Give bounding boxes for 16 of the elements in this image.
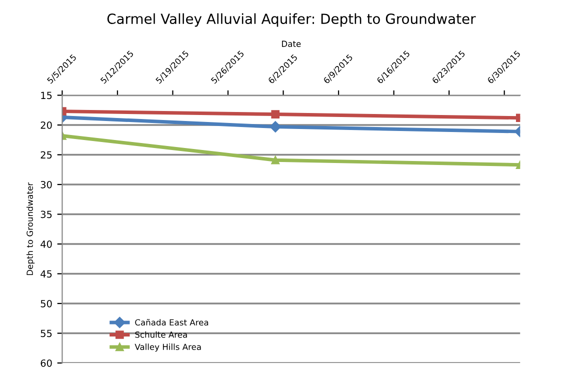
y-tick-label: 40 (40, 240, 52, 248)
y-tick-label: 50 (40, 300, 52, 308)
y-tick-label: 30 (40, 180, 52, 188)
legend-label: Cañada East Area (135, 318, 208, 326)
y-tick-label: 55 (40, 330, 52, 338)
y-tick-label: 25 (40, 151, 52, 159)
chart-title: Carmel Valley Alluvial Aquifer: Depth to Groundwater (107, 13, 476, 27)
y-tick-label: 20 (40, 121, 52, 129)
y-tick-label: 60 (40, 359, 52, 367)
legend-label: Schulte Area (135, 331, 187, 338)
y-tick-label: 35 (40, 210, 52, 218)
y-axis-title: Depth to Groundwater (26, 182, 35, 276)
legend-label: Valley Hills Area (134, 344, 201, 352)
y-tick-label: 15 (41, 92, 52, 100)
x-axis-title: Date (282, 40, 301, 47)
y-tick-label: 45 (40, 270, 52, 278)
